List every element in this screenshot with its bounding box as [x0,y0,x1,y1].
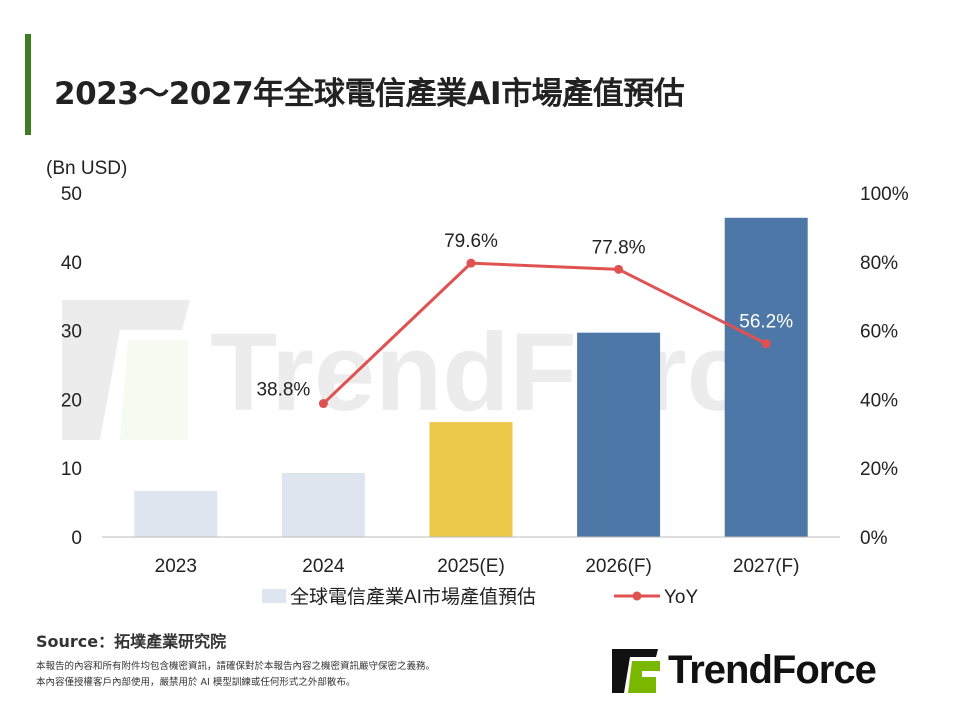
y-right-tick-label: 80% [860,253,898,274]
yoy-point-2025(E) [466,258,476,268]
yoy-point-2026(F) [614,264,624,274]
bar-2024 [281,473,365,537]
y-left-unit-label: (Bn USD) [46,158,127,179]
yoy-point-2024 [318,399,328,409]
x-tick-label: 2026(F) [585,556,652,577]
y-right-tick-label: 20% [860,459,898,480]
y-right-tick-label: 60% [860,322,898,343]
title-accent-bar [25,34,31,135]
yoy-data-label: 79.6% [444,231,498,252]
legend-label-line: YoY [664,587,698,608]
chart: TrendForce 0 10 20 30 40 50 0% 20% 40% 60% 80% 100%… [46,158,909,608]
trendforce-logo: TrendForce [612,648,877,693]
legend-swatch-marker [632,591,642,601]
y-left-tick-label: 30 [61,322,82,343]
y-left-tick-label: 10 [61,459,82,480]
y-left-tick-label: 40 [61,253,82,274]
y-right-tick-label: 0% [860,528,888,549]
chart-title: 2023～2027年全球電信產業AI市場產值預估 [54,76,685,112]
legend-swatch-bar [262,589,286,603]
y-left-tick-label: 0 [71,528,82,549]
x-tick-label: 2025(E) [437,556,505,577]
x-tick-label: 2027(F) [733,556,800,577]
logo-mark-icon [612,648,660,693]
y-right-tick-label: 40% [860,390,898,411]
yoy-data-label: 77.8% [592,237,646,258]
bar-2026(F) [577,332,661,537]
x-tick-label: 2024 [302,556,345,577]
yoy-data-label: 56.2% [739,312,793,333]
bar-2025(E) [429,422,513,537]
yoy-line [322,261,767,405]
disclaimer-line-1: 本報告的內容和所有附件均包含機密資訊，請確保對於本報告內容之機密資訊嚴守保密之義… [36,661,436,672]
yoy-point-2027(F) [761,339,771,349]
y-left-tick-label: 50 [61,184,82,205]
source-text: Source：拓墣產業研究院 [36,632,227,651]
y-right-tick-label: 100% [860,184,909,205]
legend-label-bar: 全球電信產業AI市場產值預估 [290,586,536,608]
bar-2023 [134,490,218,537]
disclaimer-line-2: 本內容僅授權客戶內部使用，嚴禁用於 AI 模型訓練或任何形式之外部散布。 [36,677,356,688]
watermark: TrendForce [62,300,809,440]
svg-text:TrendForce: TrendForce [210,311,809,434]
yoy-data-label: 38.8% [256,380,310,401]
x-tick-label: 2023 [155,556,197,577]
bar-2027(F) [724,217,808,537]
logo-text: TrendForce [668,648,877,692]
y-left-tick-label: 20 [61,390,82,411]
